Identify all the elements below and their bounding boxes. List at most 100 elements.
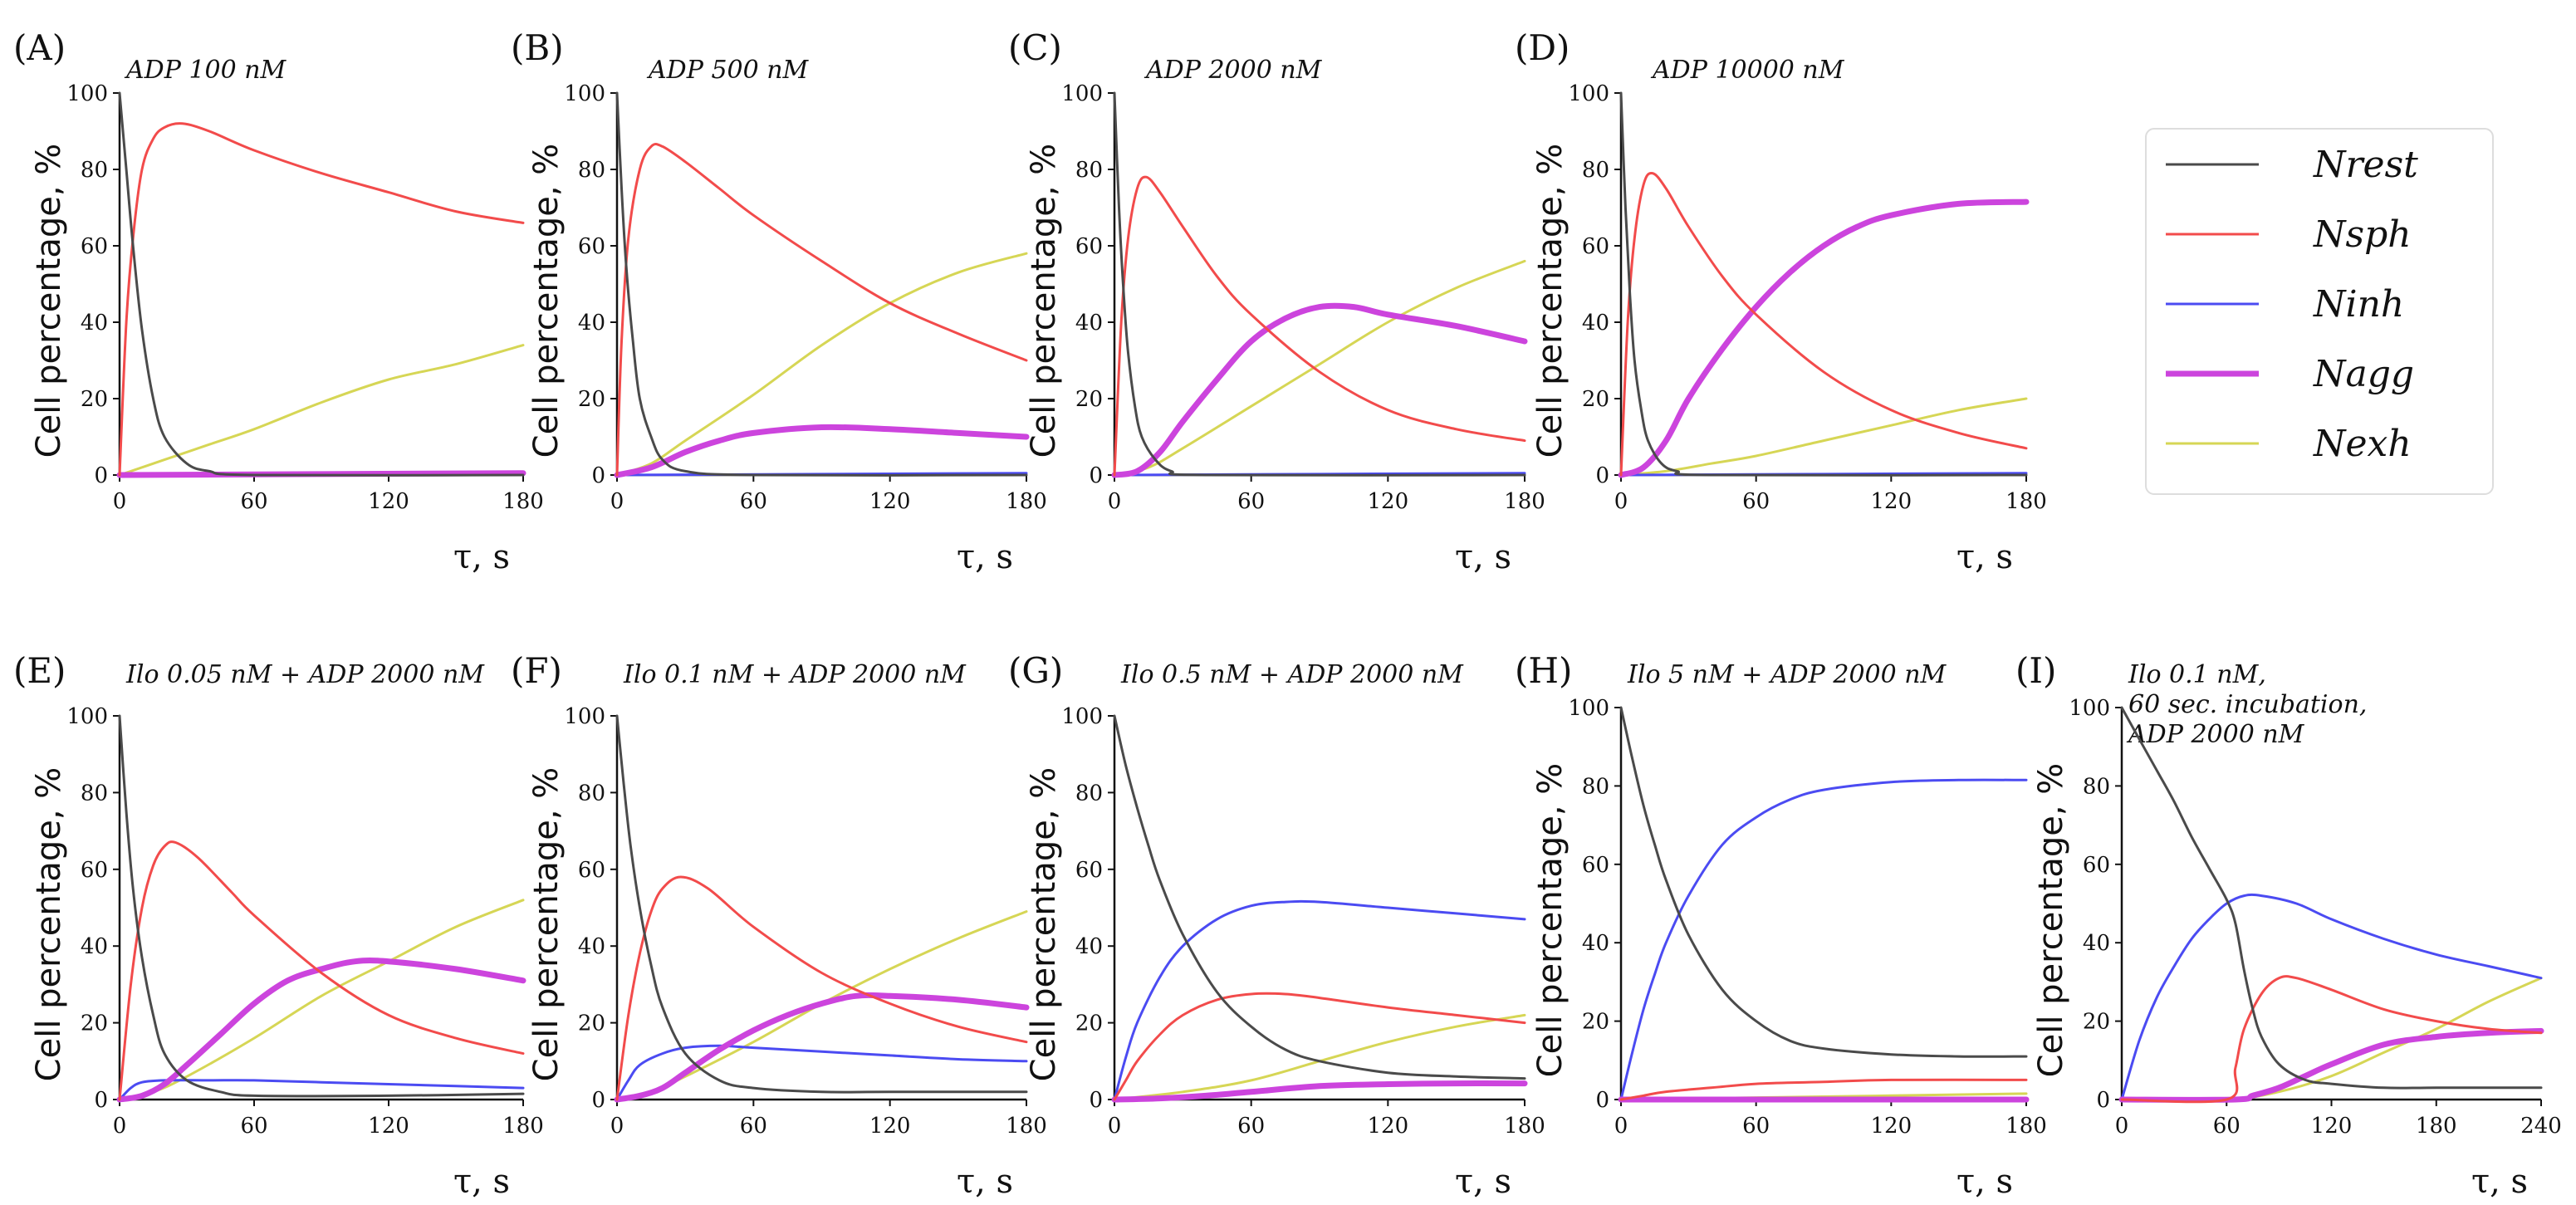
- x-tick-label: 0: [1108, 489, 1122, 514]
- series-line-nexh: [1619, 397, 2028, 477]
- y-tick-label: 60: [1582, 853, 1609, 878]
- x-tick-label: 0: [2115, 1114, 2129, 1139]
- y-tick-label: 100: [1061, 704, 1103, 729]
- x-axis-label: τ, s: [2471, 1163, 2528, 1201]
- x-tick-label: 60: [1742, 489, 1770, 514]
- panel-g: 0 60 120 180 0 20 40 60 80 100 Cell percentage, % τ…: [1008, 650, 1545, 1201]
- panel-e: 0 60 120 180 0 20 40 60 80 100 Cell percentage, % τ…: [13, 650, 544, 1201]
- condition-title: ADP 2000 nM: [2126, 720, 2305, 749]
- legend-label-nrest: Nrest: [2313, 144, 2418, 186]
- x-tick-label: 180: [502, 1114, 544, 1139]
- y-tick-label: 60: [81, 858, 108, 883]
- series-line-nagg: [2118, 1027, 2544, 1103]
- panel-letter: (D): [1515, 27, 1570, 68]
- y-tick-label: 0: [1089, 463, 1103, 488]
- condition-title: Ilo 0.1 nM + ADP 2000 nM: [623, 660, 967, 689]
- x-tick-label: 180: [1504, 489, 1545, 514]
- panel-letter: (I): [2015, 650, 2056, 691]
- series-line-nsph: [118, 840, 525, 1101]
- series-line-nexh: [615, 252, 1028, 477]
- x-tick-label: 0: [610, 489, 624, 514]
- x-tick-label: 180: [502, 489, 544, 514]
- y-tick-label: 60: [81, 234, 108, 259]
- panel-i: 0 60 120 180 240 0 20 40 60 80 100 Cell percentage,…: [2015, 650, 2562, 1201]
- x-axis-label: τ, s: [957, 538, 1013, 576]
- legend-label-nexh: Nexh: [2313, 423, 2412, 465]
- y-tick-label: 40: [1075, 311, 1103, 336]
- y-tick-label: 80: [1582, 158, 1609, 183]
- y-axis-label: Cell percentage, %: [1531, 144, 1570, 458]
- y-tick-label: 80: [1582, 774, 1609, 799]
- series-line-nrest: [1113, 714, 1526, 1080]
- y-tick-label: 80: [2083, 774, 2110, 799]
- y-tick-label: 20: [1075, 1012, 1103, 1036]
- legend-label-nagg: Nagg: [2313, 353, 2414, 395]
- y-tick-label: 60: [1075, 858, 1103, 883]
- x-tick-label: 60: [1237, 1114, 1265, 1139]
- series-line-nsph: [1619, 1078, 2028, 1101]
- series-line-nsph: [1113, 992, 1526, 1101]
- condition-title: ADP 100 nM: [124, 56, 287, 85]
- panel-letter: (C): [1008, 27, 1062, 68]
- y-tick-label: 100: [1568, 696, 1609, 721]
- x-tick-label: 180: [2005, 489, 2047, 514]
- y-axis-label: Cell percentage, %: [30, 144, 68, 458]
- series-line-nagg: [1618, 198, 2030, 478]
- panels-layer: 0 60 120 180 0 20 40 60 80 100 Cell percentage, % τ…: [13, 27, 2562, 1201]
- series-line-nrest: [118, 91, 525, 477]
- y-axis-label: Cell percentage, %: [1025, 144, 1063, 458]
- condition-title: Ilo 0.05 nM + ADP 2000 nM: [125, 660, 485, 689]
- y-tick-label: 20: [578, 387, 605, 412]
- y-tick-label: 20: [578, 1012, 605, 1036]
- legend-frame: [2145, 128, 2494, 495]
- series-line-nrest: [2120, 706, 2543, 1090]
- x-axis-label: τ, s: [957, 1163, 1013, 1201]
- panel-letter: (H): [1515, 650, 1572, 691]
- x-axis-label: τ, s: [1956, 1163, 2013, 1201]
- y-tick-label: 100: [1568, 81, 1609, 106]
- series-line-nrest: [615, 91, 1028, 477]
- panel-letter: (F): [511, 650, 562, 691]
- series-line-nsph: [1113, 175, 1526, 477]
- x-tick-label: 0: [113, 489, 127, 514]
- y-tick-label: 40: [1075, 934, 1103, 959]
- x-axis-label: τ, s: [453, 1163, 510, 1201]
- y-axis-label: Cell percentage, %: [2032, 763, 2070, 1078]
- condition-title: ADP 2000 nM: [1144, 56, 1323, 85]
- y-tick-label: 100: [66, 81, 108, 106]
- y-tick-label: 0: [2096, 1088, 2110, 1113]
- x-tick-label: 120: [869, 1114, 911, 1139]
- series-line-ninh: [2120, 893, 2543, 1101]
- condition-title: ADP 500 nM: [646, 56, 810, 85]
- y-tick-label: 60: [1582, 234, 1609, 259]
- series-line-ninh: [1113, 899, 1526, 1101]
- y-tick-label: 60: [2083, 853, 2110, 878]
- series-line-nexh: [118, 344, 525, 477]
- y-tick-label: 60: [578, 234, 605, 259]
- y-axis-label: Cell percentage, %: [1531, 763, 1570, 1078]
- series-line-nsph: [615, 143, 1028, 477]
- panel-d: 0 60 120 180 0 20 40 60 80 100 Cell percentage, % τ…: [1515, 27, 2047, 576]
- x-tick-label: 180: [1006, 489, 1047, 514]
- y-tick-label: 40: [1582, 311, 1609, 336]
- y-tick-label: 0: [1595, 463, 1609, 488]
- condition-title: Ilo 0.1 nM,: [2128, 660, 2266, 689]
- y-tick-label: 100: [2069, 696, 2110, 721]
- panel-letter: (B): [511, 27, 564, 68]
- condition-title: 60 sec. incubation,: [2128, 690, 2367, 719]
- series-line-nsph: [118, 122, 525, 477]
- x-tick-label: 180: [1504, 1114, 1545, 1139]
- x-tick-label: 120: [869, 489, 911, 514]
- panel-c: 0 60 120 180 0 20 40 60 80 100 Cell percentage, % τ…: [1008, 27, 1545, 576]
- series-line-nsph: [615, 875, 1028, 1101]
- panel-letter: (G): [1008, 650, 1063, 691]
- y-tick-label: 40: [2083, 931, 2110, 956]
- panel-b: 0 60 120 180 0 20 40 60 80 100 Cell percentage, % τ…: [511, 27, 1047, 576]
- series-line-ninh: [1619, 778, 2028, 1101]
- panel-h: 0 60 120 180 0 20 40 60 80 100 Cell percentage, % τ…: [1515, 650, 2047, 1201]
- y-axis-label: Cell percentage, %: [1025, 767, 1063, 1082]
- y-tick-label: 80: [1075, 781, 1103, 806]
- y-tick-label: 20: [1582, 1010, 1609, 1035]
- x-tick-label: 180: [1006, 1114, 1047, 1139]
